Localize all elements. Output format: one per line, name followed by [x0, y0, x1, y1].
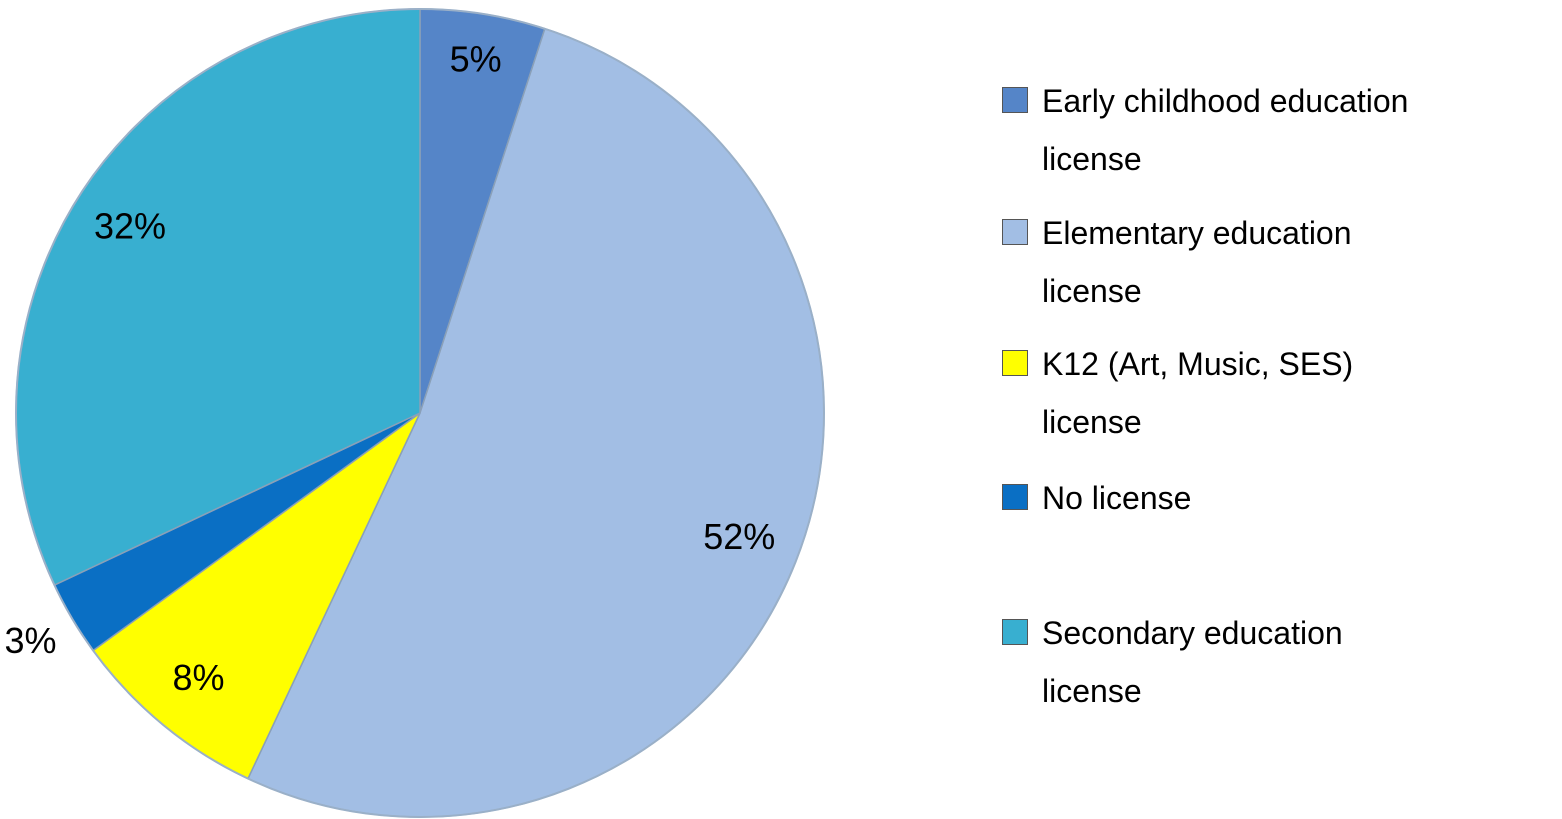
data-label: 52%: [703, 516, 775, 557]
legend-entry: Early childhood education license: [1002, 72, 1542, 188]
legend-label: Early childhood education license: [1042, 83, 1409, 177]
pie-outline: [15, 8, 825, 818]
data-label: 3%: [5, 620, 57, 661]
legend-swatch: [1002, 350, 1028, 376]
legend-label: No license: [1042, 480, 1192, 516]
legend-label: Secondary education license: [1042, 615, 1343, 709]
legend-entry: K12 (Art, Music, SES) license: [1002, 335, 1542, 451]
legend-entry: Secondary education license: [1002, 604, 1542, 720]
legend-swatch: [1002, 87, 1028, 113]
data-label: 5%: [450, 38, 502, 79]
legend-swatch: [1002, 219, 1028, 245]
data-label: 32%: [94, 206, 166, 247]
legend-swatch: [1002, 619, 1028, 645]
legend-swatch: [1002, 484, 1028, 510]
legend-entry: Elementary education license: [1002, 204, 1542, 320]
data-label: 8%: [173, 657, 225, 698]
legend-label: K12 (Art, Music, SES) license: [1042, 346, 1354, 440]
legend-entry: No license: [1002, 469, 1542, 527]
legend-label: Elementary education license: [1042, 215, 1352, 309]
